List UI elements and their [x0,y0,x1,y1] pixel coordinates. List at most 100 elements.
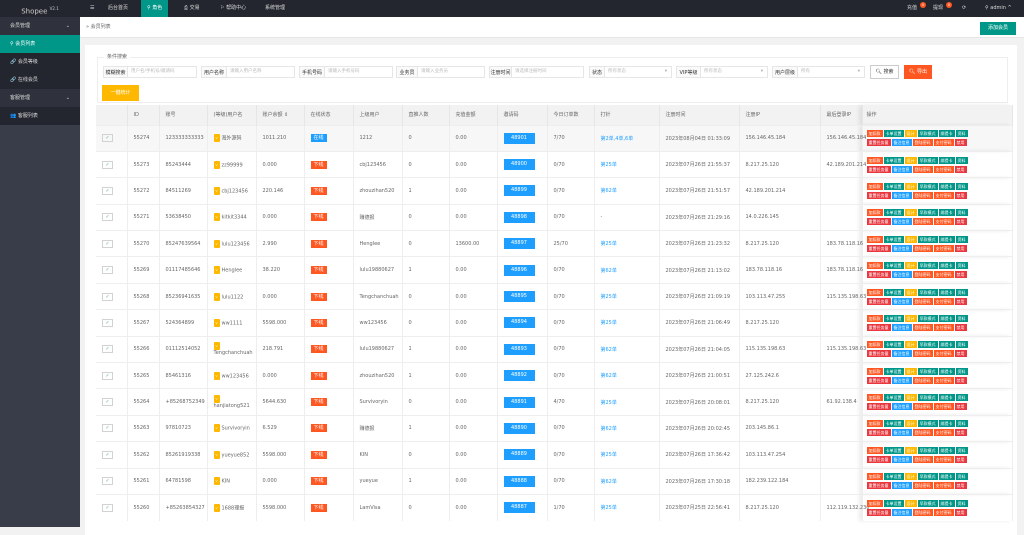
action-button[interactable]: 资料 [955,394,968,402]
sidebar-item-member-level[interactable]: 🔗 会员等级 [0,53,80,71]
action-button[interactable]: 绑提卡 [938,235,955,243]
action-button[interactable]: 支付密码 [933,191,954,199]
username-input[interactable]: 请输入用户名称 [227,66,295,78]
action-button[interactable]: 重置任务量 [866,165,891,173]
invite-code-button[interactable]: 48887 [503,502,535,514]
action-button[interactable]: 卡单设置 [883,156,904,164]
action-button[interactable]: 早款模式 [917,262,938,270]
row-checkbox[interactable]: ✓ [102,134,113,143]
row-checkbox[interactable]: ✓ [102,450,113,459]
action-button[interactable]: 设计 [904,367,917,375]
export-button[interactable]: 🔍︎ 导出 [904,65,932,79]
action-button[interactable]: 重置任务量 [866,191,891,199]
action-button[interactable]: 备注信息 [891,244,912,252]
injection-link[interactable]: 第62单 [600,267,617,274]
row-checkbox[interactable]: ✓ [102,318,113,327]
row-checkbox[interactable]: ✓ [102,371,113,380]
action-button[interactable]: 禁用 [954,323,967,331]
invite-code-button[interactable]: 48891 [503,396,535,408]
action-button[interactable]: 禁用 [954,165,967,173]
row-checkbox[interactable]: ✓ [102,160,113,169]
action-button[interactable]: 卡单设置 [883,209,904,217]
action-button[interactable]: 资料 [955,262,968,270]
row-checkbox[interactable]: ✓ [102,398,113,407]
action-button[interactable]: 重置任务量 [866,323,891,331]
action-button[interactable]: 加扣款 [866,156,883,164]
invite-code-button[interactable]: 48888 [503,475,535,487]
action-button[interactable]: 备注信息 [891,218,912,226]
action-button[interactable]: 重置任务量 [866,218,891,226]
action-button[interactable]: 支付密码 [933,323,954,331]
action-button[interactable]: 支付密码 [933,139,954,147]
action-button[interactable]: 绑提卡 [938,209,955,217]
action-button[interactable]: 绑提卡 [938,473,955,481]
row-checkbox[interactable]: ✓ [102,266,113,275]
action-button[interactable]: 卡单设置 [883,288,904,296]
action-button[interactable]: 卡单设置 [883,420,904,428]
action-button[interactable]: 卡单设置 [883,130,904,138]
action-button[interactable]: 设计 [904,209,917,217]
action-button[interactable]: 绑提卡 [938,367,955,375]
action-button[interactable]: 绑提卡 [938,262,955,270]
action-button[interactable]: 加扣款 [866,288,883,296]
action-button[interactable]: 早款模式 [917,182,938,190]
logo[interactable]: Shopee V2.1 [0,0,80,17]
action-button[interactable]: 备注信息 [891,482,912,490]
action-button[interactable]: 登陆密码 [912,455,933,463]
row-checkbox[interactable]: ✓ [102,292,113,301]
action-button[interactable]: 登陆密码 [912,218,933,226]
menu-toggle-icon[interactable]: ☰ [90,5,95,11]
invite-code-button[interactable]: 48899 [503,185,535,197]
injection-link[interactable]: 第62单 [600,188,617,195]
action-button[interactable]: 备注信息 [891,455,912,463]
action-button[interactable]: 早款模式 [917,473,938,481]
action-button[interactable]: 资料 [955,288,968,296]
action-button[interactable]: 资料 [955,499,968,507]
action-button[interactable]: 重置任务量 [866,376,891,384]
action-button[interactable]: 支付密码 [933,165,954,173]
row-checkbox[interactable]: ✓ [102,213,113,222]
salesman-input[interactable]: 请输入业务员 [418,66,485,78]
action-button[interactable]: 登陆密码 [912,429,933,437]
injection-link[interactable]: 第25单 [600,294,617,301]
sidebar-item-online-members[interactable]: 🔗 在线会员 [0,71,80,89]
action-button[interactable]: 卡单设置 [883,182,904,190]
invite-code-button[interactable]: 48894 [503,317,535,329]
action-button[interactable]: 登陆密码 [912,191,933,199]
search-button[interactable]: 🔍︎ 搜索 [870,65,899,79]
row-checkbox[interactable]: ✓ [102,186,113,195]
action-button[interactable]: 资料 [955,473,968,481]
action-button[interactable]: 设计 [904,499,917,507]
one-click-stat-button[interactable]: 一键统计 [102,85,139,101]
action-button[interactable]: 设计 [904,394,917,402]
sidebar-item-service-list[interactable]: 👥 客服列表 [0,107,80,125]
action-button[interactable]: 加扣款 [866,473,883,481]
header-balance[interactable]: 账户余额 ⇕ [256,105,305,125]
action-button[interactable]: 设计 [904,130,917,138]
action-button[interactable]: 绑提卡 [938,446,955,454]
action-button[interactable]: 早款模式 [917,420,938,428]
action-button[interactable]: 加扣款 [866,367,883,375]
action-button[interactable]: 禁用 [954,455,967,463]
refresh-icon[interactable]: ⟳ [962,5,967,11]
row-checkbox[interactable]: ✓ [102,503,113,512]
action-button[interactable]: 绑提卡 [938,182,955,190]
row-checkbox[interactable]: ✓ [102,424,113,433]
action-button[interactable]: 早款模式 [917,499,938,507]
user-tier-select[interactable]: 所有 ▾ [798,66,865,78]
action-button[interactable]: 支付密码 [933,376,954,384]
action-button[interactable]: 重置任务量 [866,297,891,305]
action-button[interactable]: 早款模式 [917,156,938,164]
action-button[interactable]: 卡单设置 [883,262,904,270]
action-button[interactable]: 禁用 [954,429,967,437]
action-button[interactable]: 设计 [904,446,917,454]
action-button[interactable]: 资料 [955,209,968,217]
action-button[interactable]: 绑提卡 [938,341,955,349]
action-button[interactable]: 登陆密码 [912,482,933,490]
action-button[interactable]: 资料 [955,341,968,349]
action-button[interactable]: 早款模式 [917,235,938,243]
action-button[interactable]: 登陆密码 [912,403,933,411]
action-button[interactable]: 重置任务量 [866,403,891,411]
action-button[interactable]: 支付密码 [933,455,954,463]
invite-code-button[interactable]: 48893 [503,343,535,355]
